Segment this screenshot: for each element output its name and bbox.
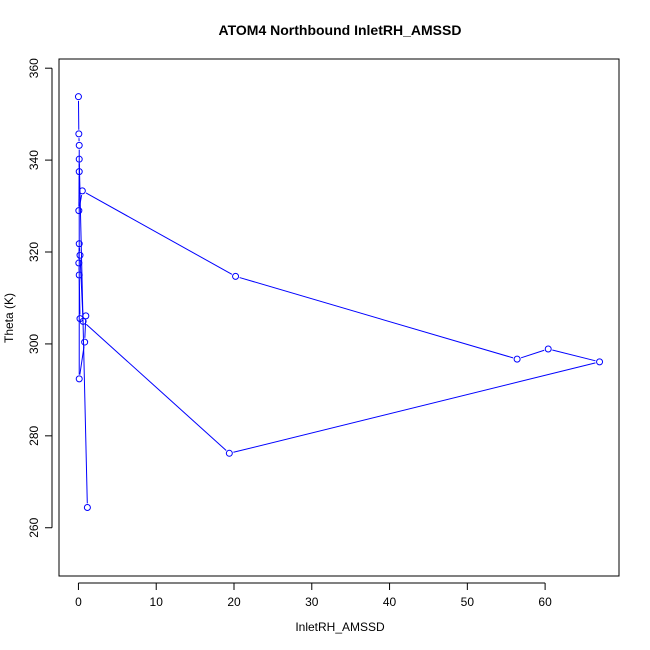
data-point <box>78 187 86 195</box>
data-point <box>81 338 89 346</box>
series-layer <box>74 93 604 512</box>
data-point <box>225 449 233 457</box>
data-point <box>544 345 552 353</box>
data-point <box>83 504 91 512</box>
data-point <box>75 207 83 215</box>
data-point <box>75 155 83 163</box>
data-point <box>75 271 83 279</box>
chart-title: ATOM4 Northbound InletRH_AMSSD <box>219 22 462 38</box>
series-line-segment <box>85 192 233 275</box>
data-point <box>513 355 521 363</box>
y-tick-label: 260 <box>27 517 41 537</box>
data-point <box>75 168 83 176</box>
data-point <box>82 312 90 320</box>
y-tick-label: 360 <box>27 58 41 78</box>
series-line-segment <box>233 362 596 453</box>
data-point <box>75 130 83 138</box>
data-point <box>76 315 84 323</box>
y-axis: 260 280 300 320 340 360 <box>27 58 53 538</box>
data-point <box>596 358 604 366</box>
y-axis-label: Theta (K) <box>2 293 16 343</box>
plot-area <box>58 58 620 577</box>
x-tick-label: 30 <box>305 595 319 609</box>
series-line-segment <box>78 163 88 504</box>
x-tick-label: 60 <box>538 595 552 609</box>
y-tick-label: 300 <box>27 334 41 354</box>
data-point <box>74 93 82 101</box>
x-tick-label: 20 <box>227 595 241 609</box>
x-tick-label: 40 <box>383 595 397 609</box>
y-tick-label: 320 <box>27 242 41 262</box>
data-point <box>75 259 83 267</box>
data-point <box>75 240 83 248</box>
data-point <box>76 251 84 259</box>
x-axis-label: InletRH_AMSSD <box>295 620 385 634</box>
x-tick-label: 50 <box>461 595 475 609</box>
data-point <box>232 272 240 280</box>
x-axis: 0 10 20 30 40 50 60 <box>75 582 552 609</box>
y-tick-label: 280 <box>27 426 41 446</box>
y-tick-label: 340 <box>27 150 41 170</box>
data-point <box>75 141 83 149</box>
x-tick-label: 0 <box>75 595 82 609</box>
data-point <box>75 375 83 383</box>
series-line-segment <box>85 323 227 451</box>
series-line-segment <box>552 349 596 362</box>
x-tick-label: 10 <box>150 595 164 609</box>
series-line-segment <box>520 349 545 359</box>
series <box>74 93 604 512</box>
series-line-segment <box>239 277 514 359</box>
